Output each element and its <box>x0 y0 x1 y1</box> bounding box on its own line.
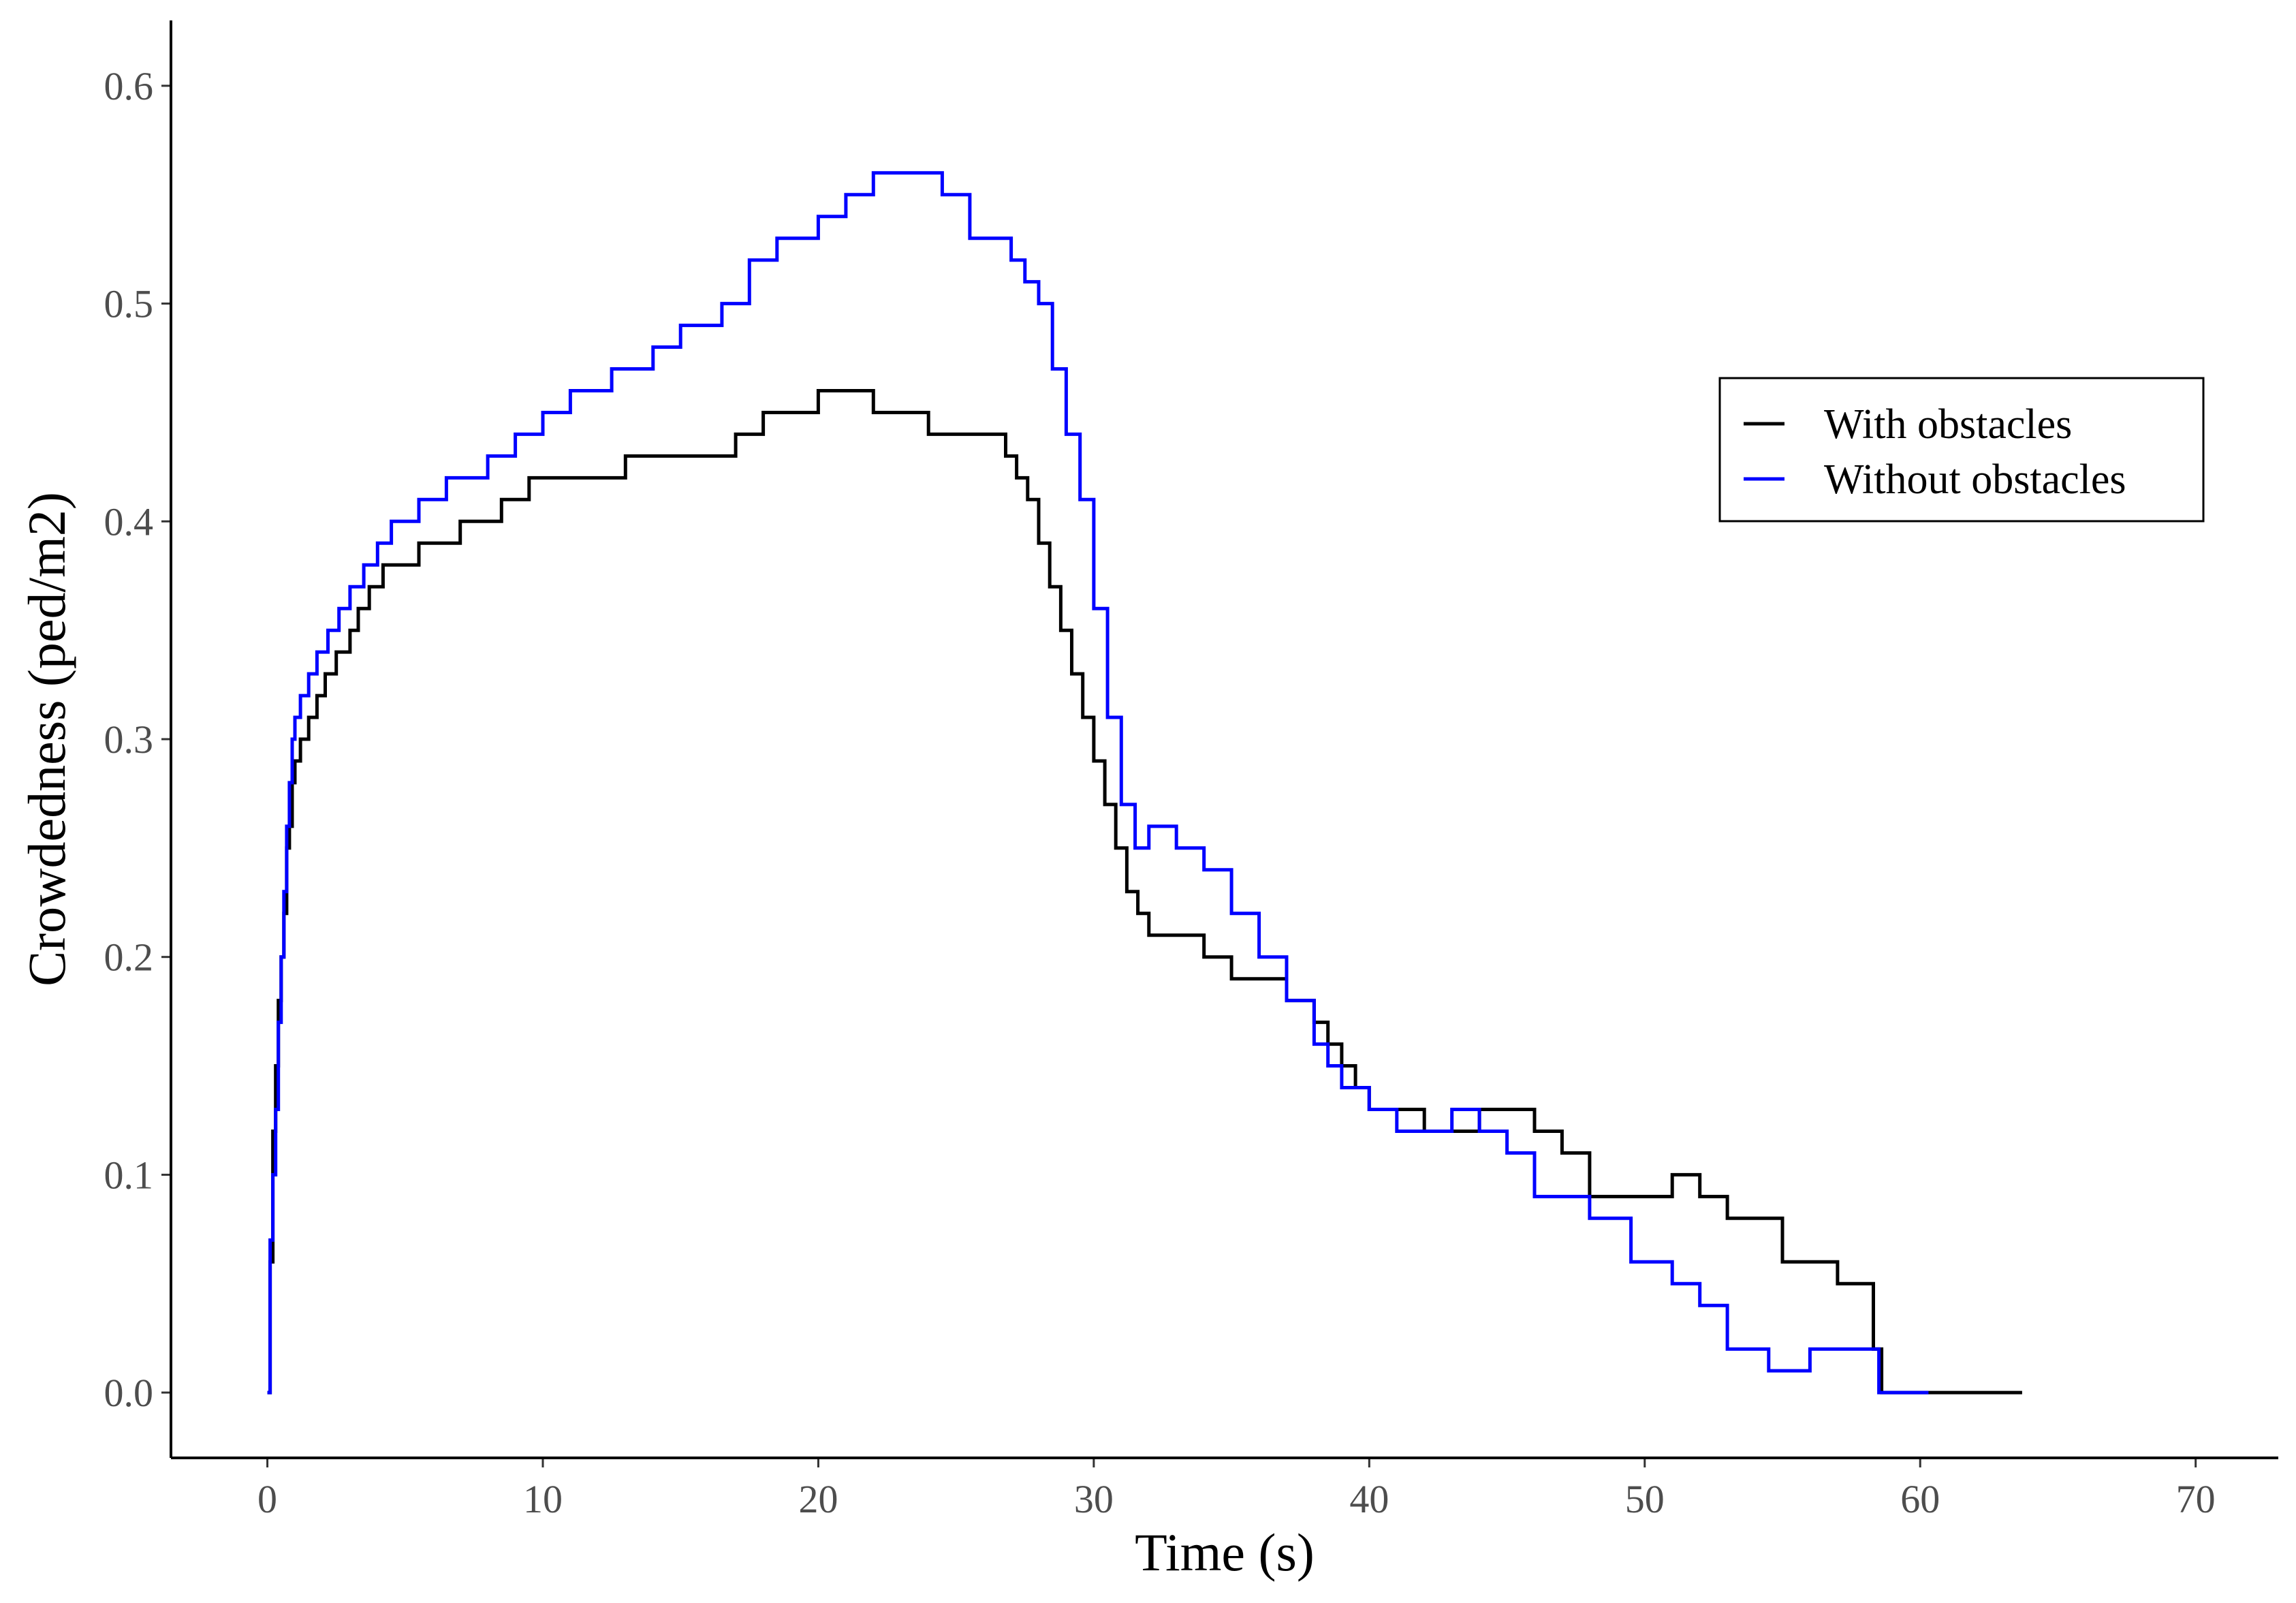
x-axis-ticks: 0 10 20 30 40 50 60 70 <box>257 1458 2216 1521</box>
legend: With obstacles Without obstacles <box>1718 377 2205 523</box>
y-tick-label: 0.5 <box>104 282 154 326</box>
legend-label-with-obstacles: With obstacles <box>1824 401 2072 448</box>
legend-label-without-obstacles: Without obstacles <box>1824 456 2126 503</box>
x-tick-label: 20 <box>798 1477 838 1521</box>
legend-box <box>1718 377 2205 523</box>
series-layer <box>267 171 2022 1395</box>
x-tick-label: 50 <box>1625 1477 1665 1521</box>
x-axis-title: Time (s) <box>1135 1523 1315 1582</box>
y-tick-label: 0.4 <box>104 499 154 544</box>
series-line-without-obstacles <box>267 171 1929 1395</box>
y-tick-label: 0.0 <box>104 1371 154 1415</box>
x-tick-label: 70 <box>2176 1477 2216 1521</box>
y-tick-label: 0.6 <box>104 64 154 108</box>
y-tick-label: 0.2 <box>104 935 154 980</box>
y-axis-ticks: 0.0 0.1 0.2 0.3 0.4 0.5 0.6 <box>104 64 171 1415</box>
x-tick-label: 60 <box>1900 1477 1940 1521</box>
x-tick-label: 0 <box>257 1477 277 1521</box>
y-tick-label: 0.3 <box>104 717 154 762</box>
x-tick-label: 10 <box>523 1477 563 1521</box>
y-axis-title: Crowdedness (ped/m2) <box>17 492 76 986</box>
y-tick-label: 0.1 <box>104 1153 154 1197</box>
x-tick-label: 30 <box>1074 1477 1114 1521</box>
x-tick-label: 40 <box>1349 1477 1389 1521</box>
series-line-with-obstacles <box>267 389 2022 1395</box>
